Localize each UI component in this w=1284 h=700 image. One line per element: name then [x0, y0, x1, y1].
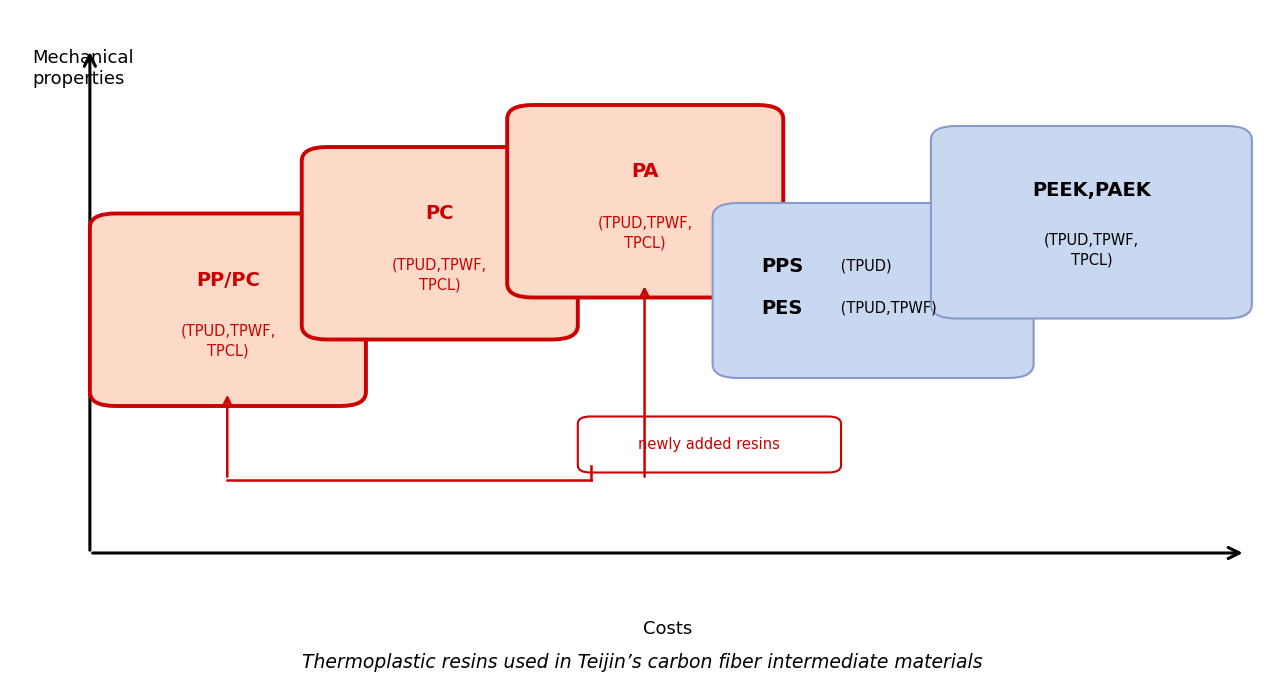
- Text: (TPUD,TPWF,
TPCL): (TPUD,TPWF, TPCL): [597, 216, 693, 250]
- Text: PC: PC: [425, 204, 455, 223]
- FancyBboxPatch shape: [507, 105, 783, 298]
- FancyBboxPatch shape: [578, 416, 841, 473]
- FancyBboxPatch shape: [90, 214, 366, 406]
- Text: Thermoplastic resins used in Teijin’s carbon fiber intermediate materials: Thermoplastic resins used in Teijin’s ca…: [302, 653, 982, 672]
- Text: (TPUD,TPWF,
TPCL): (TPUD,TPWF, TPCL): [392, 258, 488, 292]
- Text: PES: PES: [761, 298, 802, 318]
- Text: PP/PC: PP/PC: [196, 271, 259, 290]
- Text: Costs: Costs: [643, 620, 692, 638]
- Text: newly added resins: newly added resins: [638, 437, 781, 452]
- Text: Mechanical
properties: Mechanical properties: [32, 49, 134, 88]
- Text: PPS: PPS: [761, 256, 804, 276]
- Text: (TPUD,TPWF,
TPCL): (TPUD,TPWF, TPCL): [180, 324, 276, 358]
- Text: (TPUD,TPWF,
TPCL): (TPUD,TPWF, TPCL): [1044, 233, 1139, 267]
- Text: (TPUD): (TPUD): [836, 258, 891, 274]
- Text: PA: PA: [632, 162, 659, 181]
- Text: (TPUD,TPWF): (TPUD,TPWF): [836, 300, 936, 316]
- Text: PEEK,PAEK: PEEK,PAEK: [1032, 181, 1150, 200]
- FancyBboxPatch shape: [302, 147, 578, 340]
- FancyBboxPatch shape: [931, 126, 1252, 318]
- FancyBboxPatch shape: [713, 203, 1034, 378]
